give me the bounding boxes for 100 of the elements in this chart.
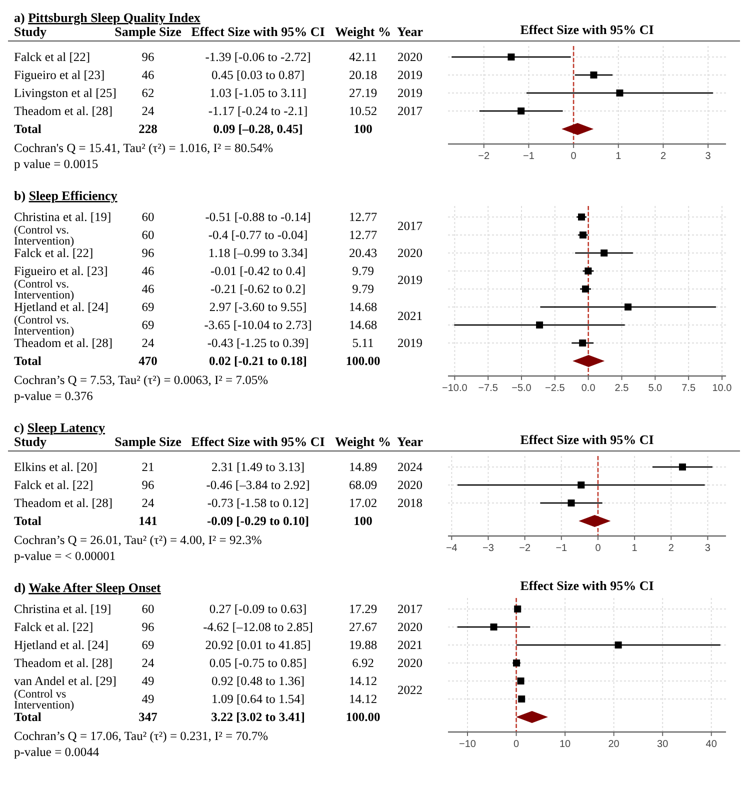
text: 14.89 [348, 460, 378, 474]
text: 2024 [398, 460, 422, 474]
text: 14.12 [348, 692, 378, 706]
text: (Control vs. Intervention) [14, 278, 74, 302]
x-tick-label: 0.0 [581, 383, 596, 394]
x-tick-label: −1 [556, 543, 568, 554]
text: Livingston et al [25] [14, 86, 116, 100]
text: 2020 [398, 246, 422, 260]
x-tick-label: 10 [559, 739, 572, 750]
text: 17.02 [348, 496, 378, 510]
text: Falck et al. [22] [14, 620, 94, 634]
x-tick-label: 20 [608, 739, 620, 750]
text: -0.46 [–3.84 to 2.92] [206, 478, 310, 492]
category-label: Study [14, 434, 48, 449]
text: 21 [142, 460, 154, 474]
x-tick-label: −10.0 [442, 383, 468, 394]
text: Christina et al. [19] [14, 602, 112, 616]
text: 2018 [398, 496, 422, 510]
text: (Control vs. Intervention) [14, 314, 74, 338]
text: 24 [142, 656, 154, 670]
text: 100.00 [346, 710, 380, 724]
text: p-value = < 0.00001 [14, 549, 116, 563]
x-tick-label: 7.5 [682, 383, 696, 394]
text: 49 [142, 692, 154, 706]
text: -0.4 [-0.77 to -0.04] [208, 228, 308, 242]
text: Total [14, 122, 42, 136]
text: 60 [142, 228, 154, 242]
text: 100 [354, 122, 372, 136]
text: Hjetland et al. [24] [14, 638, 108, 652]
text: Theadom et al. [28] [14, 336, 113, 350]
text: 1.09 [0.64 to 1.54] [211, 692, 305, 706]
text: 62 [142, 86, 154, 100]
x-tick-label: −7.5 [478, 383, 498, 394]
text: 2020 [398, 656, 422, 670]
text: -0.21 [-0.62 to 0.2] [210, 282, 306, 296]
text: 14.12 [348, 674, 378, 688]
text: 0.92 [0.48 to 1.36] [211, 674, 305, 688]
text: 96 [142, 50, 154, 64]
text: -0.01 [-0.42 to 0.4] [210, 264, 306, 278]
category-label: Effect Size with 95% CI [191, 24, 325, 39]
x-tick-label: −4 [446, 543, 458, 554]
text: 2017 [398, 104, 422, 118]
text: 2020 [398, 478, 422, 492]
category-label: Effect Size with 95% CI [191, 434, 325, 449]
text: 2019 [398, 336, 422, 350]
text: -1.17 [-0.24 to -2.1] [208, 104, 308, 118]
category-label: Study [14, 24, 48, 39]
chart-title: Effect Size with 95% CI [520, 578, 654, 593]
x-tick-label: 3 [704, 543, 711, 554]
x-tick-label: 30 [657, 739, 669, 750]
category-label: Year [397, 434, 424, 449]
text: 24 [142, 496, 154, 510]
text: 24 [142, 336, 154, 350]
text: Total [14, 710, 42, 724]
text: van Andel et al. [29] [14, 674, 116, 688]
text: (Control vs. Intervention) [14, 224, 74, 248]
text: Theadom et al. [28] [14, 104, 113, 118]
text: 24 [142, 104, 154, 118]
text: 96 [142, 478, 154, 492]
text: Theadom et al. [28] [14, 496, 113, 510]
x-tick-label: 1 [616, 151, 622, 162]
text: 20.43 [348, 246, 378, 260]
text: 27.19 [348, 86, 378, 100]
text: 69 [142, 300, 154, 314]
text: 2019 [398, 273, 422, 287]
text: 46 [142, 282, 154, 296]
text: 0.09 [–0.28, 0.45] [213, 122, 303, 136]
x-tick-label: −2.5 [545, 383, 566, 394]
category-label: Year [397, 24, 424, 39]
text: 347 [138, 710, 158, 724]
text: 2021 [398, 309, 422, 323]
text: c) Sleep Latency [14, 420, 106, 435]
text: Cochran’s Q = 7.53, Tau² (τ²) = 0.0063, I² = 7.05% [14, 373, 268, 387]
x-tick-label: 3 [705, 151, 712, 162]
text: 14.68 [348, 300, 378, 314]
text: Figueiro et al [23] [14, 68, 105, 82]
text: 2017 [398, 602, 422, 616]
text: 68.09 [348, 478, 378, 492]
text: -0.43 [-1.25 to 0.39] [207, 336, 309, 350]
text: 6.92 [352, 656, 374, 670]
text: -4.62 [–12.08 to 2.85] [203, 620, 313, 634]
text: 470 [138, 354, 158, 368]
text: 1.18 [–0.99 to 3.34] [208, 246, 308, 260]
text: 46 [142, 264, 154, 278]
x-tick-label: 40 [706, 739, 718, 750]
text: p-value = 0.0044 [14, 745, 100, 759]
text: Elkins et al. [20] [14, 460, 98, 474]
x-tick-label: 2 [668, 543, 674, 554]
x-tick-label: −1 [523, 151, 535, 162]
text: Figueiro et al. [23] [14, 264, 108, 278]
text: 0.05 [-0.75 to 0.85] [209, 656, 307, 670]
text: 9.79 [352, 264, 374, 278]
text: a) Pittsburgh Sleep Quality Index [14, 10, 201, 25]
category-label: Sample Size [114, 24, 182, 39]
text: Falck et al. [22] [14, 246, 94, 260]
text: 2020 [398, 620, 422, 634]
text: 2.31 [1.49 to 3.13] [211, 460, 305, 474]
text: 100 [354, 514, 372, 528]
category-label: Weight % [335, 24, 391, 39]
x-tick-label: −2 [478, 151, 490, 162]
